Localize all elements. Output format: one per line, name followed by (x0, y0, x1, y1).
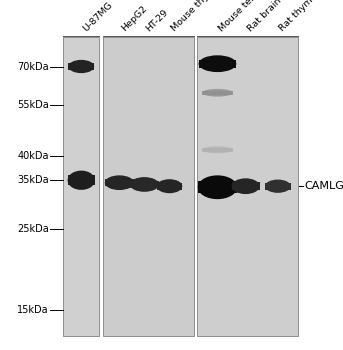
Bar (130, 181, 159, 188)
Text: Mouse thymus: Mouse thymus (169, 0, 225, 33)
Bar (265, 183, 291, 190)
Text: Rat brain: Rat brain (246, 0, 283, 33)
Text: 35kDa: 35kDa (17, 175, 49, 185)
Text: 15kDa: 15kDa (17, 305, 49, 315)
Text: 55kDa: 55kDa (17, 100, 49, 110)
Bar (68, 175, 95, 185)
Text: 70kDa: 70kDa (17, 62, 49, 71)
Ellipse shape (130, 177, 159, 192)
Bar (68, 63, 94, 70)
Text: 40kDa: 40kDa (17, 151, 49, 161)
Text: U-87MG: U-87MG (81, 0, 114, 33)
Ellipse shape (68, 60, 94, 73)
Text: Rat thymus: Rat thymus (278, 0, 323, 33)
Text: 25kDa: 25kDa (17, 224, 49, 234)
Ellipse shape (232, 178, 260, 194)
Text: HT-29: HT-29 (144, 8, 170, 33)
Bar (199, 60, 236, 68)
Ellipse shape (265, 180, 291, 193)
Bar (232, 182, 260, 190)
Ellipse shape (202, 146, 233, 153)
Ellipse shape (199, 55, 236, 72)
Bar (198, 181, 237, 193)
Bar (105, 179, 134, 186)
Ellipse shape (105, 175, 134, 190)
Bar (202, 91, 233, 95)
Text: HepG2: HepG2 (119, 4, 149, 33)
Bar (156, 183, 182, 190)
Ellipse shape (68, 171, 95, 190)
Ellipse shape (202, 89, 233, 97)
Ellipse shape (156, 179, 182, 193)
Ellipse shape (198, 175, 237, 199)
Bar (202, 148, 233, 152)
Text: Mouse testis: Mouse testis (217, 0, 266, 33)
Text: CAMLG: CAMLG (304, 181, 343, 191)
